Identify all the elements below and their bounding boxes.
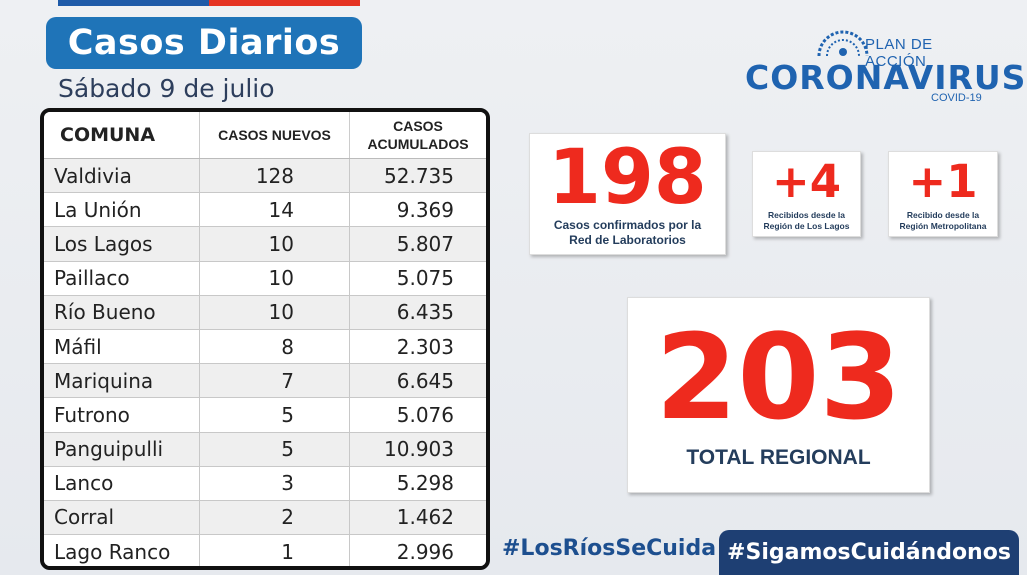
- nuevos-cell: 10: [199, 261, 349, 295]
- nuevos-cell: 2: [199, 500, 349, 535]
- acumulados-cell: 6.645: [349, 364, 486, 398]
- report-date: Sábado 9 de julio: [58, 74, 275, 103]
- table-row: Río Bueno 10 6.435: [44, 295, 486, 330]
- table-row: Valdivia 128 52.735: [44, 159, 486, 194]
- header-comuna: COMUNA: [60, 124, 156, 146]
- metropolitana-card: +1 Recibido desde la Región Metropolitan…: [888, 151, 998, 237]
- nuevos-cell: 3: [199, 466, 349, 500]
- acumulados-cell: 9.369: [349, 193, 486, 227]
- table-row: Máfil 8 2.303: [44, 329, 486, 365]
- los-lagos-value: +4: [771, 155, 842, 208]
- plan-accion-logo: PLAN DE ACCIÓN CORONAVIRUS COVID-19: [745, 28, 1025, 106]
- comuna-cell: Panguipulli: [54, 437, 164, 462]
- hashtag-los-rios: #LosRíosSeCuida: [502, 536, 717, 561]
- lab-cases-card: 198 Casos confirmados por la Red de Labo…: [529, 133, 726, 255]
- lab-cases-caption-line-2: Red de Laboratorios: [569, 233, 686, 247]
- cases-table: COMUNA CASOS NUEVOS CASOS ACUMULADOS Val…: [40, 108, 490, 570]
- acumulados-cell: 5.298: [349, 466, 486, 500]
- comuna-cell: Máfil: [54, 334, 102, 359]
- table-row: Futrono 5 5.076: [44, 398, 486, 433]
- table-body: Valdivia 128 52.735 La Unión 14 9.369 Lo…: [44, 159, 486, 566]
- acumulados-cell: 2.996: [349, 535, 486, 566]
- nuevos-cell: 1: [199, 535, 349, 566]
- coronavirus-wordmark: CORONAVIRUS: [745, 58, 1027, 97]
- acumulados-cell: 2.303: [349, 329, 486, 364]
- header-casos-nuevos: CASOS NUEVOS: [199, 112, 349, 158]
- comuna-cell: Valdivia: [54, 163, 132, 188]
- nuevos-cell: 128: [199, 159, 349, 193]
- nuevos-cell: 7: [199, 364, 349, 398]
- table-row: Lanco 3 5.298: [44, 466, 486, 501]
- nuevos-cell: 14: [199, 193, 349, 227]
- table-header: COMUNA CASOS NUEVOS CASOS ACUMULADOS: [44, 112, 486, 159]
- comuna-cell: Mariquina: [54, 368, 154, 393]
- table-row: Los Lagos 10 5.807: [44, 227, 486, 262]
- lab-cases-value: 198: [548, 132, 707, 221]
- lab-cases-caption-line-1: Casos confirmados por la: [553, 218, 702, 232]
- comuna-cell: Lanco: [54, 471, 114, 496]
- comuna-cell: Lago Ranco: [54, 539, 171, 564]
- table-row: La Unión 14 9.369: [44, 193, 486, 228]
- comuna-cell: Río Bueno: [54, 300, 156, 325]
- flag-stripe: [58, 0, 360, 6]
- los-lagos-caption-line-2: Región de Los Lagos: [763, 221, 850, 231]
- metropolitana-caption-line-2: Región Metropolitana: [899, 221, 987, 231]
- plan-label: PLAN DE ACCIÓN: [865, 36, 933, 70]
- acumulados-cell: 10.903: [349, 432, 486, 466]
- covid-label: COVID-19: [931, 92, 982, 104]
- comuna-cell: Corral: [54, 505, 115, 530]
- table-row: Paillaco 10 5.075: [44, 261, 486, 296]
- header-casos-acumulados: CASOS ACUMULADOS: [349, 112, 486, 158]
- acumulados-cell: 1.462: [349, 500, 486, 535]
- nuevos-cell: 10: [199, 227, 349, 261]
- table-row: Corral 2 1.462: [44, 500, 486, 536]
- acumulados-cell: 6.435: [349, 295, 486, 329]
- metropolitana-caption-line-1: Recibido desde la: [906, 210, 980, 220]
- nuevos-cell: 5: [199, 432, 349, 466]
- virus-arc-icon: [817, 30, 869, 57]
- comuna-cell: La Unión: [54, 197, 142, 222]
- table-row: Lago Ranco 1 2.996: [44, 535, 486, 566]
- los-lagos-card: +4 Recibidos desde la Región de Los Lago…: [752, 151, 861, 237]
- total-regional-value: 203: [655, 308, 902, 446]
- los-lagos-caption-line-1: Recibidos desde la: [768, 210, 845, 220]
- acumulados-cell: 5.807: [349, 227, 486, 261]
- metropolitana-value: +1: [908, 155, 978, 208]
- acumulados-cell: 5.076: [349, 398, 486, 432]
- nuevos-cell: 8: [199, 329, 349, 364]
- comuna-cell: Los Lagos: [54, 231, 153, 256]
- acumulados-cell: 52.735: [349, 159, 486, 193]
- acumulados-cell: 5.075: [349, 261, 486, 295]
- flag-blue-segment: [58, 0, 209, 6]
- total-regional-card: 203 TOTAL REGIONAL: [627, 297, 930, 493]
- page-title: Casos Diarios: [46, 17, 362, 69]
- nuevos-cell: 5: [199, 398, 349, 432]
- comuna-cell: Futrono: [54, 402, 130, 427]
- flag-red-segment: [209, 0, 360, 6]
- table-row: Mariquina 7 6.645: [44, 364, 486, 399]
- hashtag-sigamos: #SigamosCuidándonos: [719, 530, 1019, 575]
- total-regional-caption: TOTAL REGIONAL: [686, 446, 871, 469]
- comuna-cell: Paillaco: [54, 266, 130, 291]
- nuevos-cell: 10: [199, 295, 349, 329]
- table-row: Panguipulli 5 10.903: [44, 432, 486, 467]
